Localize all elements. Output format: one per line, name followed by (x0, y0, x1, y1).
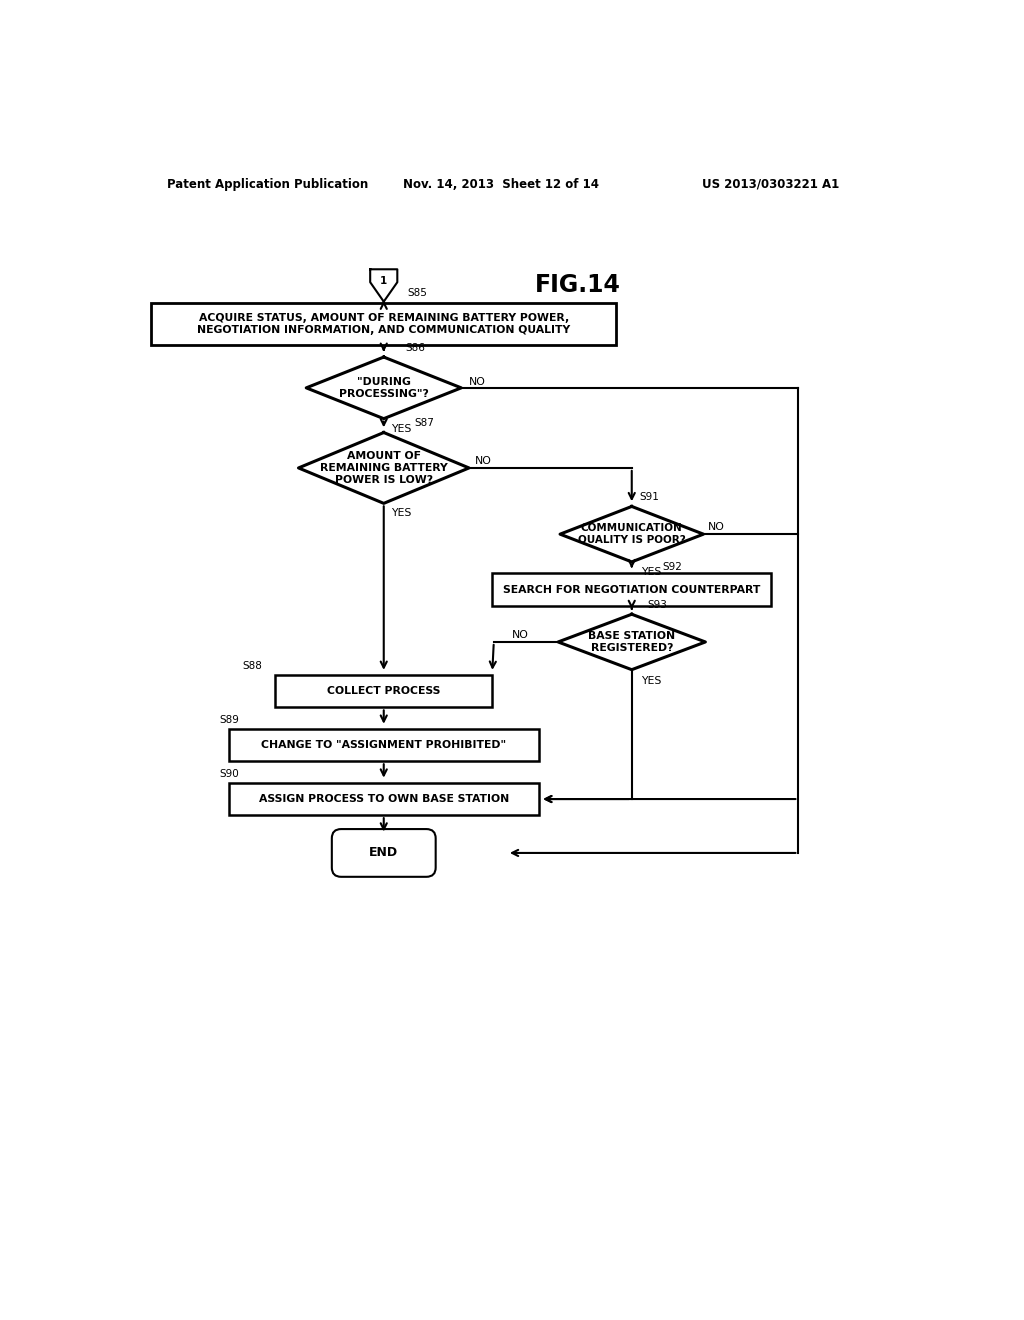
Text: YES: YES (641, 676, 662, 686)
Text: END: END (370, 846, 398, 859)
Text: "DURING
PROCESSING"?: "DURING PROCESSING"? (339, 378, 429, 399)
Text: ACQUIRE STATUS, AMOUNT OF REMAINING BATTERY POWER,
NEGOTIATION INFORMATION, AND : ACQUIRE STATUS, AMOUNT OF REMAINING BATT… (198, 313, 570, 335)
Text: S89: S89 (219, 714, 240, 725)
Text: Nov. 14, 2013  Sheet 12 of 14: Nov. 14, 2013 Sheet 12 of 14 (403, 178, 599, 190)
Text: S88: S88 (243, 661, 262, 671)
FancyBboxPatch shape (332, 829, 435, 876)
FancyBboxPatch shape (228, 729, 539, 762)
Polygon shape (371, 269, 397, 302)
Text: FIG.14: FIG.14 (535, 273, 621, 297)
Text: YES: YES (641, 566, 662, 577)
Text: SEARCH FOR NEGOTIATION COUNTERPART: SEARCH FOR NEGOTIATION COUNTERPART (503, 585, 761, 594)
Text: YES: YES (391, 508, 412, 519)
Polygon shape (306, 358, 461, 418)
FancyBboxPatch shape (493, 573, 771, 606)
Text: COLLECT PROCESS: COLLECT PROCESS (327, 686, 440, 696)
Text: S90: S90 (219, 768, 240, 779)
Text: S87: S87 (415, 418, 434, 428)
Text: AMOUNT OF
REMAINING BATTERY
POWER IS LOW?: AMOUNT OF REMAINING BATTERY POWER IS LOW… (319, 451, 447, 484)
FancyBboxPatch shape (152, 302, 616, 345)
FancyBboxPatch shape (275, 675, 493, 708)
Text: BASE STATION
REGISTERED?: BASE STATION REGISTERED? (588, 631, 675, 653)
Text: NO: NO (475, 455, 493, 466)
Text: Patent Application Publication: Patent Application Publication (167, 178, 368, 190)
Text: 1: 1 (380, 276, 387, 285)
Text: YES: YES (391, 424, 412, 434)
Polygon shape (299, 433, 469, 503)
Text: COMMUNICATION
QUALITY IS POOR?: COMMUNICATION QUALITY IS POOR? (578, 523, 686, 545)
Text: NO: NO (469, 376, 485, 387)
Text: NO: NO (512, 630, 528, 640)
Text: S85: S85 (407, 288, 427, 298)
Text: CHANGE TO "ASSIGNMENT PROHIBITED": CHANGE TO "ASSIGNMENT PROHIBITED" (261, 741, 506, 750)
FancyBboxPatch shape (228, 783, 539, 816)
Text: S92: S92 (663, 562, 683, 573)
Polygon shape (560, 507, 703, 562)
Text: S91: S91 (640, 492, 659, 502)
Text: NO: NO (708, 523, 725, 532)
Text: ASSIGN PROCESS TO OWN BASE STATION: ASSIGN PROCESS TO OWN BASE STATION (259, 795, 509, 804)
Polygon shape (558, 614, 706, 669)
Text: US 2013/0303221 A1: US 2013/0303221 A1 (701, 178, 839, 190)
Text: S93: S93 (647, 601, 667, 610)
Text: S86: S86 (406, 343, 425, 352)
